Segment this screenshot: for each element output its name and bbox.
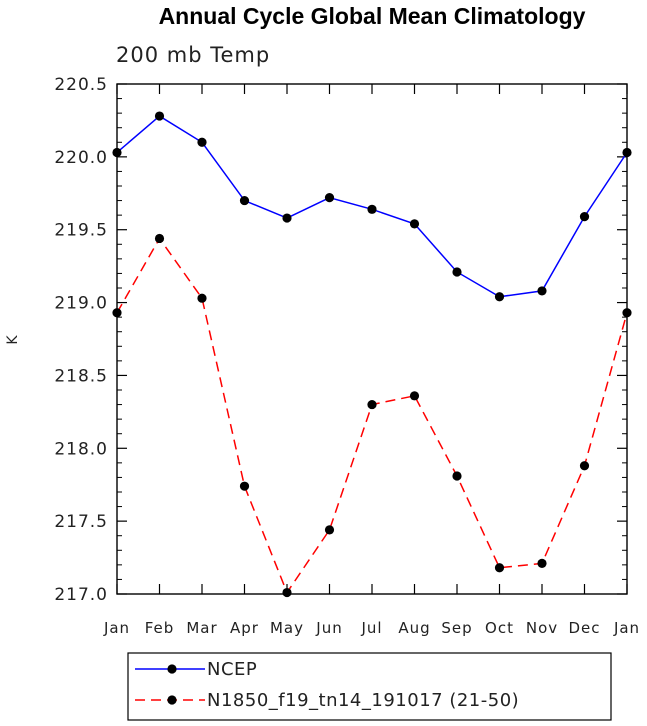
y-tick-label: 218.5 — [54, 366, 108, 386]
y-tick-label: 219.5 — [54, 221, 108, 241]
y-tick-label: 217.0 — [54, 585, 108, 605]
data-point — [409, 219, 420, 229]
series-1 — [112, 111, 632, 302]
data-point — [452, 471, 462, 481]
y-axis-label: K — [5, 335, 21, 345]
series-layer — [112, 111, 632, 598]
x-tick-label: Jan — [103, 619, 130, 637]
chart-subtitle: 200 mb Temp — [116, 43, 270, 67]
data-point — [409, 391, 420, 401]
y-tick-label: 217.5 — [54, 512, 108, 532]
legend-marker — [167, 664, 177, 674]
x-tick-label: Feb — [145, 619, 175, 637]
data-point — [579, 461, 590, 471]
x-tick-label: Sep — [441, 619, 472, 637]
x-tick-label: Jan — [613, 619, 640, 637]
x-tick-labels: Jan Feb Mar Apr May Jun Jul Aug Sep Oct Nov Dec Jan — [103, 619, 640, 637]
data-point — [154, 233, 165, 244]
y-tick-labels: 217.0 217.5 218.0 218.5 219.0 219.5 220.0 220.5 — [54, 75, 108, 605]
data-point — [324, 193, 335, 203]
data-point — [537, 286, 547, 296]
data-point — [239, 195, 250, 206]
data-point — [154, 111, 165, 121]
data-point — [282, 587, 292, 598]
legend-marker — [167, 695, 177, 705]
data-point — [197, 293, 207, 303]
x-tick-label: Dec — [568, 619, 600, 637]
y-tick-label: 220.0 — [54, 148, 108, 168]
data-point — [537, 558, 547, 569]
chart-title: Annual Cycle Global Mean Climatology — [159, 3, 586, 29]
data-point — [494, 563, 505, 573]
x-tick-label: Oct — [485, 619, 514, 637]
legend: NCEP N1850_f19_tn14_191017 (21-50) — [127, 652, 612, 721]
data-point — [324, 525, 335, 535]
y-tick-label: 219.0 — [54, 294, 108, 314]
data-point — [239, 481, 250, 491]
data-point — [367, 399, 377, 410]
data-point — [282, 213, 292, 223]
data-point — [367, 204, 377, 214]
legend-box — [127, 652, 612, 721]
legend-label: N1850_f19_tn14_191017 (21-50) — [207, 690, 519, 711]
legend-label: NCEP — [207, 659, 257, 680]
data-point — [579, 212, 590, 222]
x-tick-label: Nov — [526, 619, 558, 637]
x-tick-label: Apr — [230, 619, 259, 637]
series-line — [116, 237, 628, 595]
x-tick-label: Jun — [315, 619, 342, 637]
data-point — [494, 292, 505, 302]
axis-ticks — [116, 83, 628, 595]
x-tick-label: Aug — [398, 619, 430, 637]
x-tick-label: May — [270, 619, 304, 637]
x-tick-label: Jul — [360, 619, 382, 637]
plot-frame — [116, 83, 628, 595]
x-tick-label: Mar — [186, 619, 217, 637]
y-tick-label: 218.0 — [54, 439, 108, 459]
y-tick-label: 220.5 — [54, 75, 108, 95]
data-point — [197, 137, 207, 147]
data-point — [452, 267, 462, 277]
series-2 — [112, 233, 632, 598]
